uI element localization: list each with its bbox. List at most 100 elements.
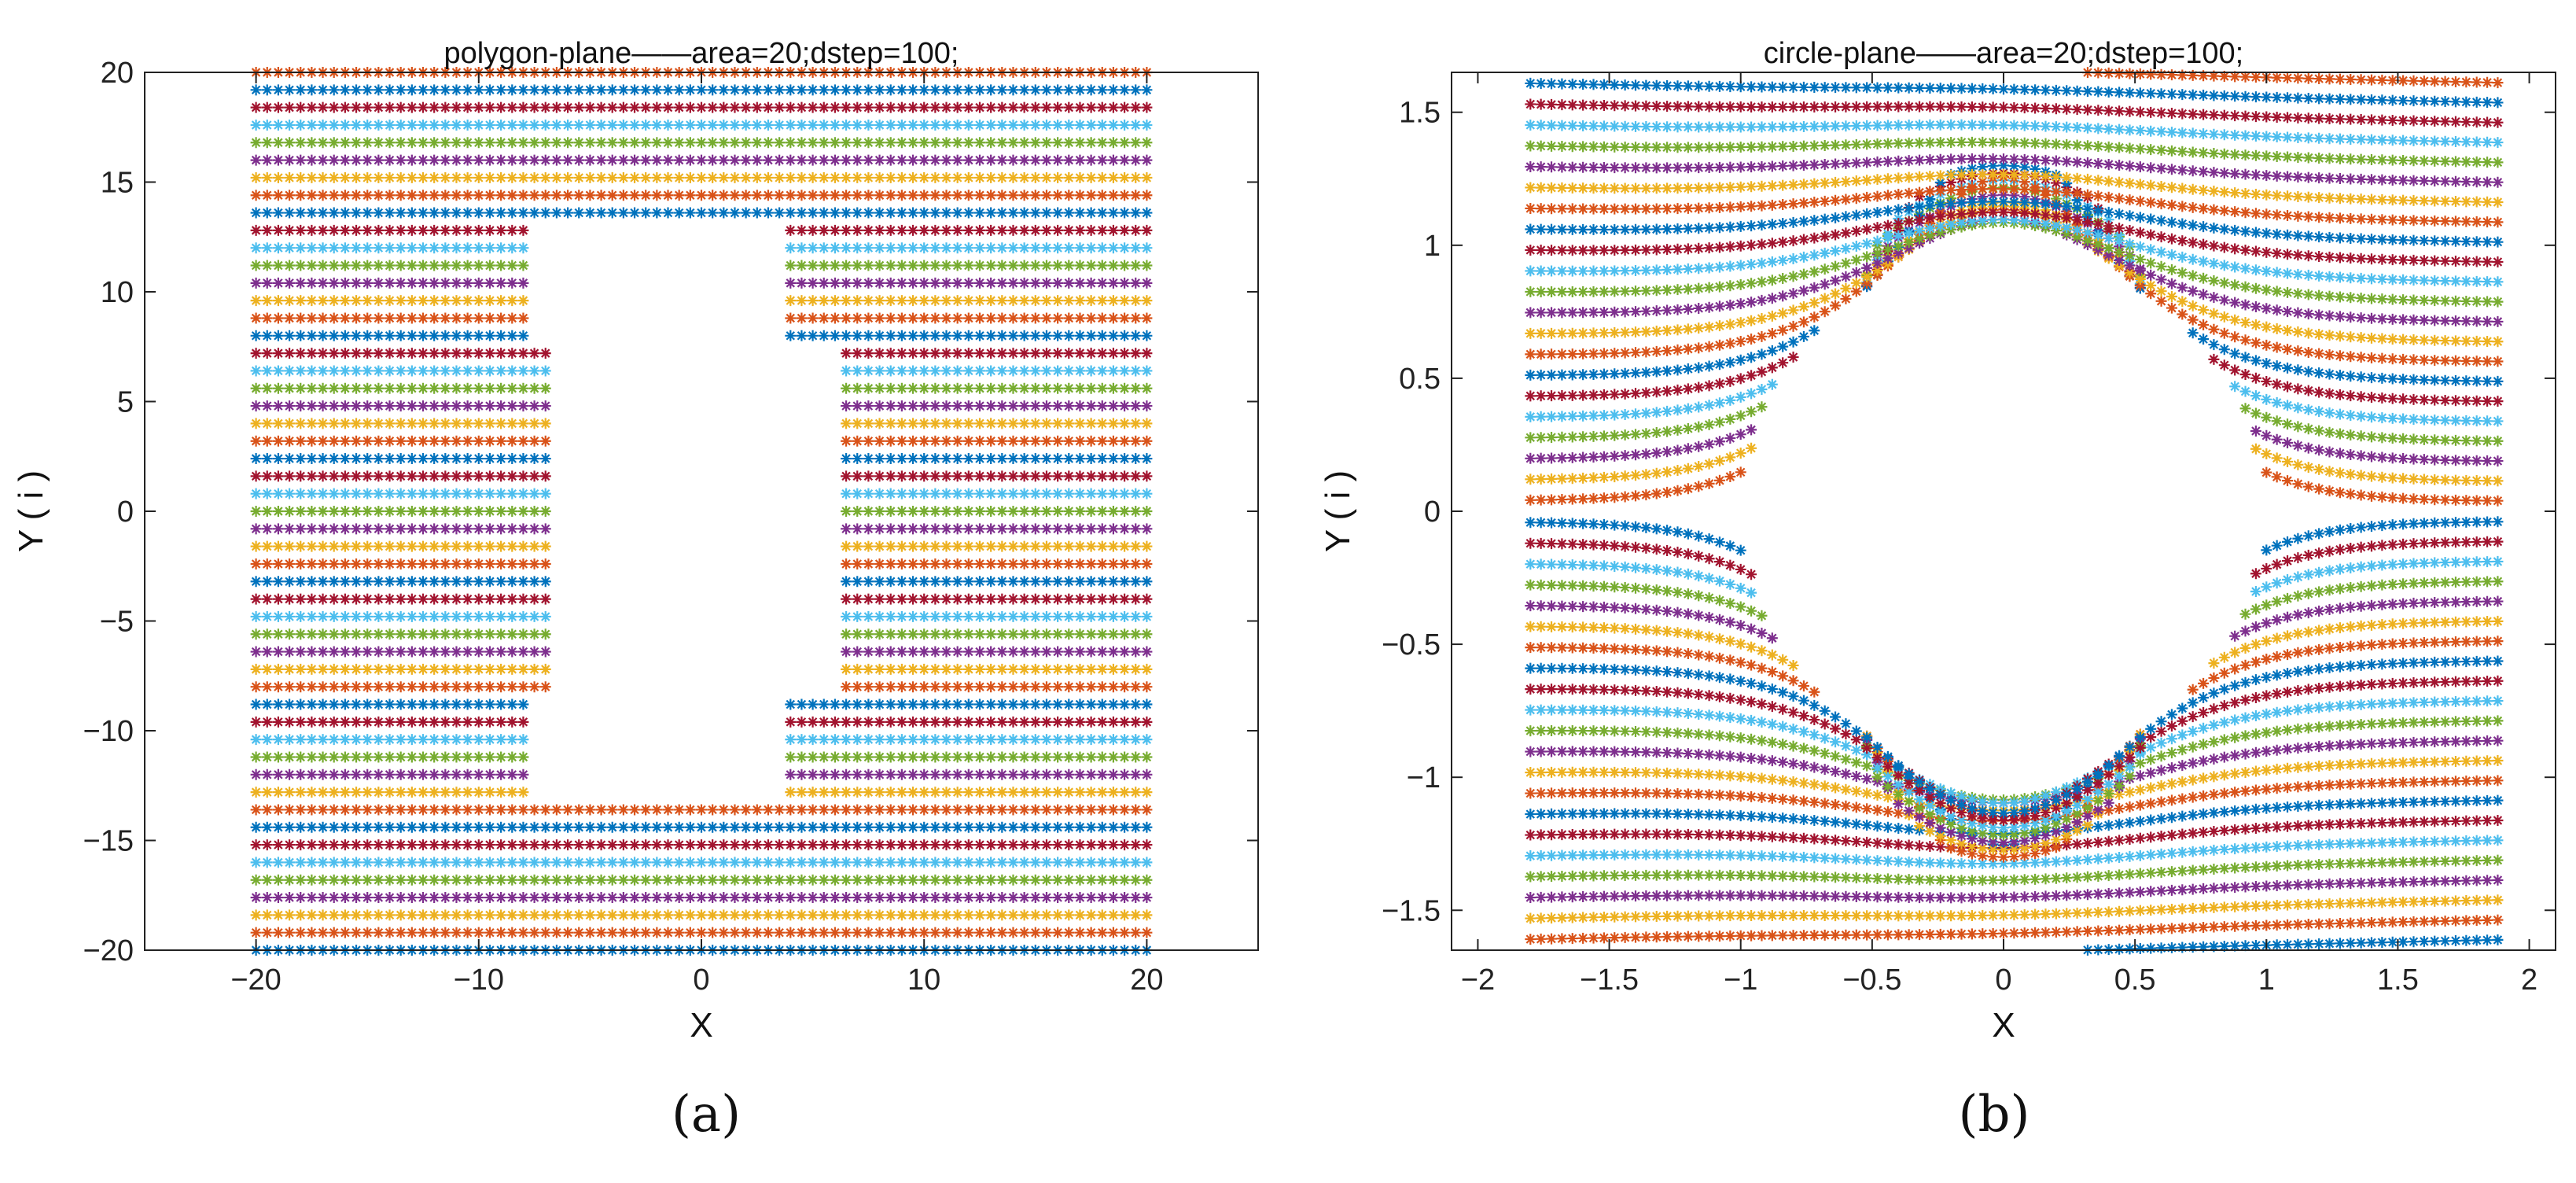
series-row-markers: [250, 242, 1153, 254]
series-row-markers: [1525, 894, 2504, 924]
series-row-markers: [250, 330, 1153, 341]
x-tick-label: 0: [693, 964, 709, 997]
series-row-markers: [250, 593, 1153, 605]
series-row-markers: [250, 84, 1153, 96]
y-tick-label: 15: [101, 167, 134, 200]
series-row-markers: [250, 821, 1153, 833]
series-row-markers: [250, 207, 1153, 219]
x-axis-label: X: [1992, 1006, 2015, 1045]
y-tick-label: 1.5: [1399, 97, 1441, 130]
series-row-markers: [250, 892, 1153, 904]
series-row-markers: [250, 909, 1153, 921]
marker-layer: [250, 67, 1153, 956]
series-row-markers: [250, 312, 1153, 324]
series-row-markers: [1525, 536, 2504, 826]
series-row-markers: [250, 646, 1153, 658]
x-tick-label: −20: [230, 964, 281, 997]
series-row-markers: [1525, 153, 2504, 188]
y-tick-label: 1: [1424, 230, 1441, 263]
series-row-markers: [1525, 555, 2504, 834]
marker-layer: [1525, 67, 2504, 956]
series-row-markers: [250, 716, 1153, 728]
series-row-markers: [250, 453, 1153, 465]
series-row-markers: [250, 540, 1153, 552]
chart-title: circle-plane——area=20;dstep=100;: [1764, 37, 2244, 70]
series-row-markers: [250, 137, 1153, 149]
series-row-markers: [250, 734, 1153, 746]
series-row-markers: [250, 119, 1153, 131]
series-row-markers: [250, 681, 1153, 693]
x-tick-label: 2: [2521, 964, 2537, 997]
series-row-markers: [1525, 98, 2504, 128]
y-tick-label: −1.5: [1382, 894, 1441, 927]
series-row-markers: [250, 171, 1153, 183]
series-row-markers: [250, 628, 1153, 640]
series-row-markers: [250, 804, 1153, 816]
series-row-markers: [250, 768, 1153, 780]
series-row-markers: [250, 558, 1153, 569]
x-tick-label: −2: [1461, 964, 1495, 997]
y-tick-label: 0: [1424, 496, 1441, 529]
x-tick-label: −10: [454, 964, 504, 997]
series-row-markers: [250, 400, 1153, 412]
series-row-markers: [250, 348, 1153, 359]
series-row-markers: [250, 698, 1153, 710]
series-row-markers: [250, 488, 1153, 499]
caption-b: (b): [1958, 1085, 2030, 1144]
y-axis-label: Y ( i ): [1319, 470, 1357, 552]
x-tick-label: 1.5: [2377, 964, 2419, 997]
series-row-markers: [250, 751, 1153, 763]
series-row-markers: [1525, 183, 2504, 228]
series-row-markers: [1525, 119, 2504, 149]
series-row-markers: [1525, 136, 2504, 168]
y-tick-label: 0.5: [1399, 363, 1441, 396]
series-row-markers: [250, 277, 1153, 289]
series-row-markers: [250, 418, 1153, 429]
x-tick-label: 0.5: [2114, 964, 2156, 997]
series-row-markers: [250, 382, 1153, 394]
x-tick-label: −1.5: [1580, 964, 1639, 997]
series-row-markers: [1525, 874, 2504, 904]
series-row-markers: [250, 295, 1153, 307]
series-row-markers: [250, 190, 1153, 201]
series-row-markers: [1525, 206, 2504, 267]
chart-circle-plane: −2 −1.5 −1 −0.5 0 0.5 1 1.5 2 −1.5 −1 −0.5 0 0.5 1 1.5 c…: [1319, 37, 2556, 1045]
y-tick-label: −20: [83, 934, 134, 967]
series-row-markers: [250, 523, 1153, 535]
series-row-markers: [1525, 77, 2504, 109]
series-row-markers: [250, 435, 1153, 447]
series-row-markers: [1525, 196, 2504, 248]
y-tick-label: −1: [1407, 761, 1441, 794]
series-row-markers: [1525, 914, 2504, 945]
series-row-markers: [250, 610, 1153, 622]
series-row-markers: [250, 576, 1153, 588]
series-row-markers: [250, 224, 1153, 236]
x-tick-label: 10: [907, 964, 940, 997]
x-axis-label: X: [690, 1006, 712, 1045]
x-tick-label: 0: [1995, 964, 2011, 997]
x-tick-label: −1: [1724, 964, 1757, 997]
series-row-markers: [1525, 516, 2504, 819]
y-tick-label: 5: [117, 386, 134, 419]
series-row-markers: [250, 470, 1153, 482]
y-tick-label: 10: [101, 276, 134, 309]
chart-title: polygon-plane——area=20;dstep=100;: [444, 37, 959, 70]
series-row-markers: [250, 927, 1153, 938]
series-row-markers: [1525, 576, 2504, 841]
x-tick-label: 1: [2258, 964, 2275, 997]
y-tick-label: −15: [83, 825, 134, 858]
series-row-markers: [250, 787, 1153, 798]
y-tick-label: 20: [101, 57, 134, 90]
series-row-markers: [1525, 854, 2504, 886]
x-tick-label: −0.5: [1842, 964, 1901, 997]
y-axis-label: Y ( i ): [12, 470, 50, 552]
series-row-markers: [250, 506, 1153, 517]
series-row-markers: [250, 857, 1153, 868]
caption-a: (a): [671, 1085, 742, 1144]
series-row-markers: [250, 260, 1153, 271]
series-row-markers: [1525, 835, 2504, 870]
series-row-markers: [250, 101, 1153, 113]
series-row-markers: [250, 874, 1153, 886]
y-tick-label: 0: [117, 496, 134, 529]
